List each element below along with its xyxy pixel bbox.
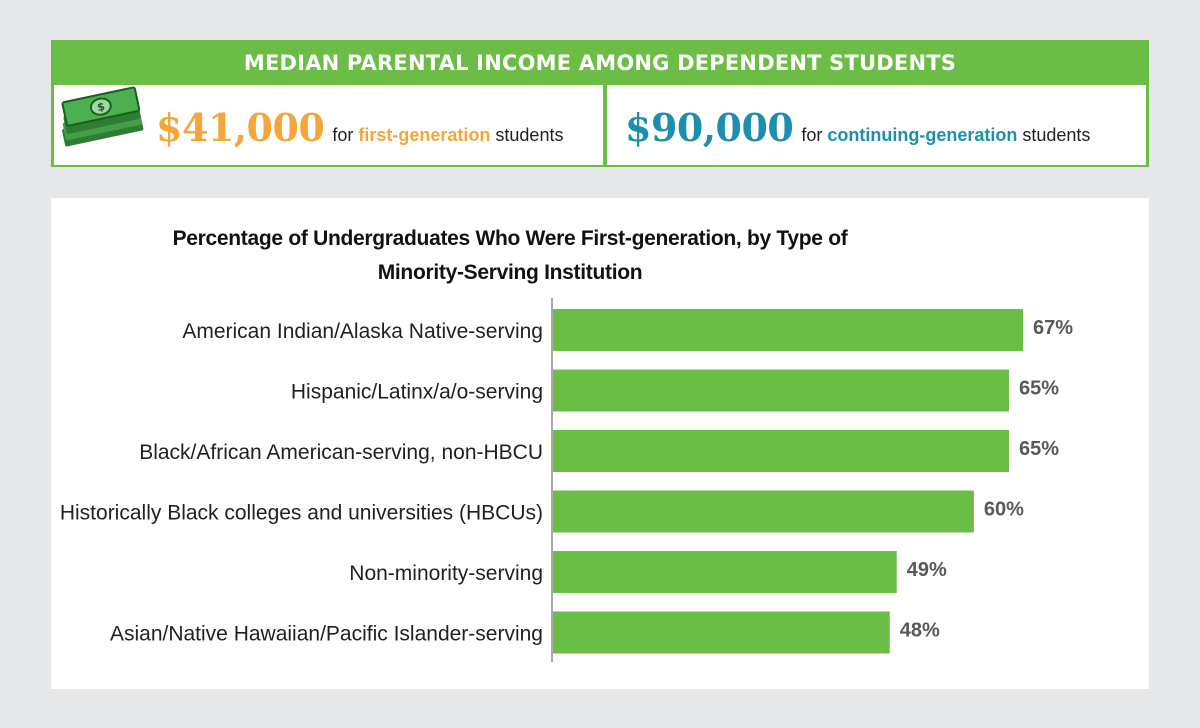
first-generation-amount: $41,000	[156, 105, 325, 150]
value-label: 67%	[1033, 317, 1073, 339]
continuing-generation-income-cell: $90,000 for continuing-generation studen…	[607, 85, 1146, 165]
bar	[553, 490, 974, 533]
value-label: 49%	[907, 559, 947, 581]
value-label: 48%	[900, 620, 940, 642]
category-label: Black/African American-serving, non-HBCU	[139, 441, 543, 464]
chart-title-line-1: Percentage of Undergraduates Who Were Fi…	[172, 227, 848, 250]
bar	[553, 551, 897, 593]
category-label: Historically Black colleges and universi…	[60, 502, 543, 525]
first-generation-highlight: first-generation	[358, 125, 491, 145]
continuing-generation-amount: $90,000	[625, 105, 794, 150]
first-generation-income-cell: $ $41,000 for first-generation students	[54, 85, 603, 165]
svg-text:$: $	[96, 100, 106, 114]
value-label: 65%	[1019, 438, 1059, 460]
banner-title: MEDIAN PARENTAL INCOME AMONG DEPENDENT S…	[243, 51, 957, 75]
chart-title: Percentage of Undergraduates Who Were Fi…	[0, 222, 1020, 290]
category-label: Non-minority-serving	[349, 562, 543, 585]
bar	[553, 309, 1023, 351]
money-stack-icon: $	[61, 86, 144, 147]
first-generation-caption: for first-generation students	[332, 125, 564, 145]
category-label: Asian/Native Hawaiian/Pacific Islander-s…	[110, 623, 543, 646]
category-label: American Indian/Alaska Native-serving	[182, 320, 543, 343]
value-label: 65%	[1019, 378, 1059, 400]
continuing-generation-highlight: continuing-generation	[827, 125, 1018, 145]
value-label: 60%	[984, 499, 1024, 521]
bar	[553, 369, 1009, 412]
continuing-generation-caption: for continuing-generation students	[801, 125, 1091, 145]
category-label: Hispanic/Latinx/a/o-serving	[291, 381, 543, 404]
bar	[553, 430, 1009, 472]
bar	[553, 611, 890, 654]
chart-title-line-2: Minority-Serving Institution	[377, 261, 643, 284]
